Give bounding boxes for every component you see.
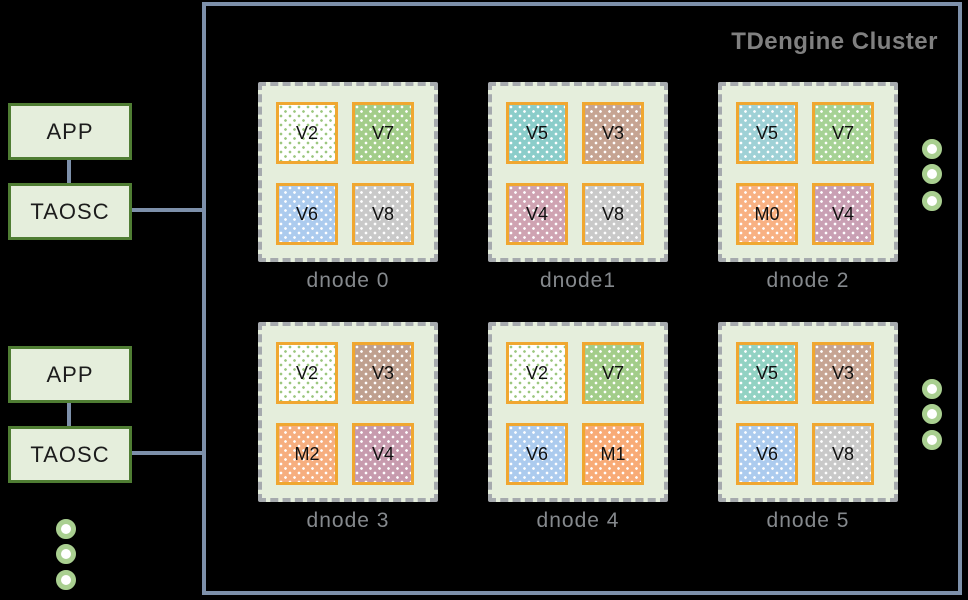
app-box-1: APP	[8, 103, 132, 160]
more-apps-ellipsis-dot	[56, 570, 76, 590]
taosc-label: TAOSC	[30, 198, 110, 224]
vnode-label: V3	[831, 362, 855, 383]
vnode-v5: V5	[736, 342, 798, 404]
dnode-5-label: dnode 5	[766, 509, 850, 532]
dnode-5: V5 V3 V6 V8 dnode 5	[718, 322, 898, 533]
dnode-4-label: dnode 4	[536, 509, 620, 532]
connector-taosc2-cluster	[132, 451, 206, 455]
dnode-4: V2 V7 V6 M1 dnode 4	[488, 322, 668, 533]
vnode-label: V2	[295, 362, 319, 383]
vnode-v6: V6	[276, 183, 338, 245]
dnode-3-box: V2 V3 M2 V4	[258, 322, 438, 502]
vnode-v8: V8	[352, 183, 414, 245]
vnode-label: V8	[371, 203, 395, 224]
vnode-label: M2	[294, 443, 320, 464]
vnode-m2: M2	[276, 423, 338, 485]
vnode-label: V8	[601, 203, 625, 224]
dnode-4-box: V2 V7 V6 M1	[488, 322, 668, 502]
vnode-v3: V3	[352, 342, 414, 404]
vnode-label: V8	[831, 443, 855, 464]
vnode-v7: V7	[582, 342, 644, 404]
dnode-0: V2 V7 V6 V8 dnode 0	[258, 82, 438, 293]
vnode-v7: V7	[812, 102, 874, 164]
taosc-label: TAOSC	[30, 441, 110, 467]
taosc-box-2: TAOSC	[8, 426, 132, 483]
dnode-3-label: dnode 3	[306, 509, 390, 532]
vnode-v5: V5	[506, 102, 568, 164]
connector-app2-taosc2	[67, 403, 71, 426]
dnode-3: V2 V3 M2 V4 dnode 3	[258, 322, 438, 533]
tdengine-cluster-panel: TDengine Cluster V2 V7 V6 V8 dnode 0 V5 …	[202, 2, 962, 595]
vnode-v2: V2	[506, 342, 568, 404]
ellipsis-dot	[922, 139, 942, 159]
vnode-m0: M0	[736, 183, 798, 245]
vnode-v8: V8	[812, 423, 874, 485]
dnode-2-label: dnode 2	[766, 269, 850, 292]
app-label: APP	[46, 361, 94, 387]
ellipsis-dot	[922, 404, 942, 424]
cluster-title: TDengine Cluster	[731, 28, 938, 55]
vnode-label: V5	[525, 122, 549, 143]
vnode-label: V6	[295, 203, 319, 224]
vnode-v2: V2	[276, 342, 338, 404]
vnode-v4: V4	[812, 183, 874, 245]
vnode-label: V3	[601, 122, 625, 143]
vnode-v2: V2	[276, 102, 338, 164]
dnode-1-box: V5 V3 V4 V8	[488, 82, 668, 262]
app-box-2: APP	[8, 346, 132, 403]
dnode-2-box: V5 V7 M0 V4	[718, 82, 898, 262]
dnode-2: V5 V7 M0 V4 dnode 2	[718, 82, 898, 293]
vnode-v7: V7	[352, 102, 414, 164]
vnode-v6: V6	[506, 423, 568, 485]
ellipsis-dot	[922, 164, 942, 184]
vnode-label: M1	[600, 443, 626, 464]
vnode-m1: M1	[582, 423, 644, 485]
vnode-v3: V3	[582, 102, 644, 164]
vnode-label: V7	[601, 362, 625, 383]
vnode-label: V6	[755, 443, 779, 464]
vnode-label: V3	[371, 362, 395, 383]
vnode-label: V2	[525, 362, 549, 383]
vnode-v4: V4	[352, 423, 414, 485]
ellipsis-dot	[922, 191, 942, 211]
more-apps-ellipsis-dot	[56, 519, 76, 539]
connector-taosc1-cluster	[132, 208, 206, 212]
vnode-label: V5	[755, 362, 779, 383]
app-label: APP	[46, 118, 94, 144]
dnode-0-label: dnode 0	[306, 269, 390, 292]
connector-app1-taosc1	[67, 160, 71, 183]
more-apps-ellipsis-dot	[56, 544, 76, 564]
vnode-label: V5	[755, 122, 779, 143]
vnode-label: V7	[371, 122, 395, 143]
vnode-label: V4	[371, 443, 395, 464]
vnode-v6: V6	[736, 423, 798, 485]
dnode-1-label: dnode1	[539, 269, 617, 292]
dnode-0-box: V2 V7 V6 V8	[258, 82, 438, 262]
vnode-label: M0	[754, 203, 780, 224]
taosc-box-1: TAOSC	[8, 183, 132, 240]
vnode-label: V6	[525, 443, 549, 464]
dnode-1: V5 V3 V4 V8 dnode1	[488, 82, 668, 293]
vnode-label: V2	[295, 122, 319, 143]
vnode-v8: V8	[582, 183, 644, 245]
ellipsis-dot	[922, 430, 942, 450]
vnode-label: V7	[831, 122, 855, 143]
vnode-label: V4	[525, 203, 549, 224]
vnode-label: V4	[831, 203, 855, 224]
ellipsis-dot	[922, 379, 942, 399]
dnode-5-box: V5 V3 V6 V8	[718, 322, 898, 502]
vnode-v3: V3	[812, 342, 874, 404]
vnode-v4: V4	[506, 183, 568, 245]
vnode-v5: V5	[736, 102, 798, 164]
